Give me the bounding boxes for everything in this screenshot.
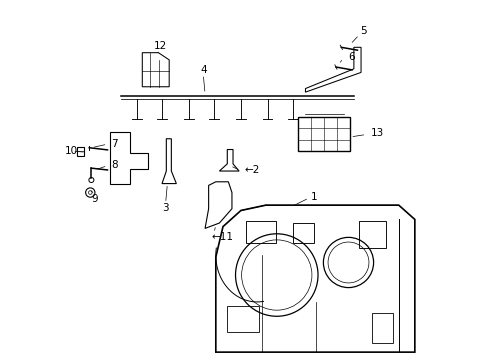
Text: 5: 5 <box>360 26 366 36</box>
Bar <box>371 313 392 343</box>
Text: 3: 3 <box>162 203 168 213</box>
Text: 6: 6 <box>347 52 354 62</box>
Bar <box>226 306 258 332</box>
Bar <box>359 221 386 248</box>
Text: ←2: ←2 <box>244 165 259 175</box>
Text: 10: 10 <box>65 145 78 156</box>
Text: 12: 12 <box>153 41 166 51</box>
Bar <box>292 223 314 243</box>
Text: 13: 13 <box>370 129 383 138</box>
Text: 1: 1 <box>310 192 317 202</box>
Text: 8: 8 <box>111 160 118 170</box>
Text: 7: 7 <box>111 139 118 149</box>
Bar <box>246 221 275 243</box>
Text: 4: 4 <box>200 65 206 75</box>
Text: ←11: ←11 <box>211 232 233 242</box>
Bar <box>298 117 349 151</box>
Bar <box>77 147 83 156</box>
Text: 9: 9 <box>91 194 98 204</box>
